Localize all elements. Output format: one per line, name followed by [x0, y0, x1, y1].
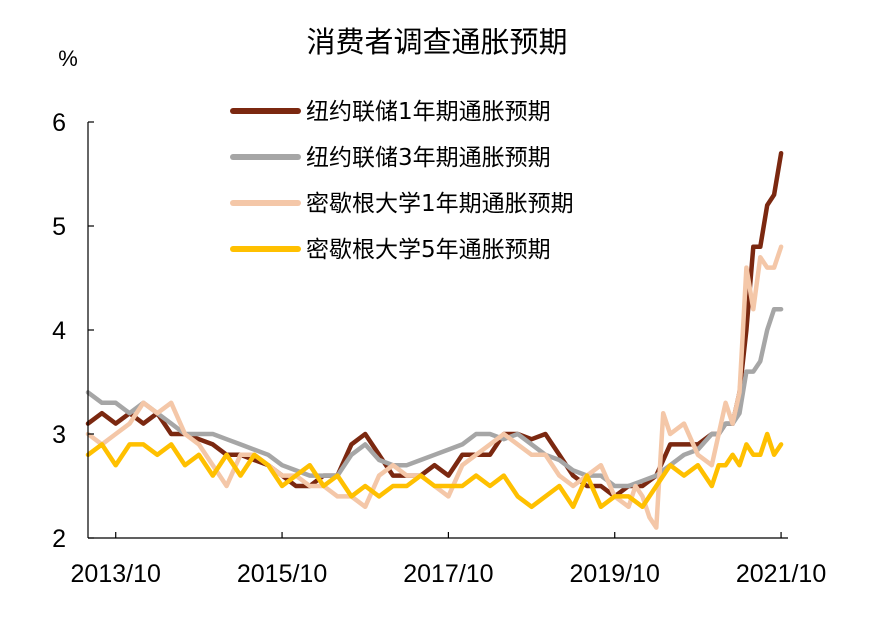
legend-item-ny_fed_1y: 纽约联储1年期通胀预期 — [230, 99, 551, 125]
x-tick-label: 2019/10 — [570, 560, 660, 588]
series-line-umich_1y — [85, 244, 784, 530]
series-line-umich_5y — [85, 431, 784, 510]
legend-label: 密歇根大学1年期通胀预期 — [306, 191, 574, 217]
legend-label: 纽约联储1年期通胀预期 — [306, 99, 551, 125]
y-axis-unit-label: % — [58, 46, 78, 71]
x-tick-label: 2021/10 — [736, 560, 826, 588]
series-layer — [85, 150, 784, 530]
legend-item-ny_fed_3y: 纽约联储3年期通胀预期 — [230, 145, 551, 171]
legend-item-umich_5y: 密歇根大学5年通胀预期 — [230, 237, 551, 263]
y-tick-label: 5 — [52, 213, 66, 241]
legend-label: 纽约联储3年期通胀预期 — [306, 145, 551, 171]
legend: 纽约联储1年期通胀预期纽约联储3年期通胀预期密歇根大学1年期通胀预期密歇根大学5… — [230, 99, 574, 263]
y-tick-label: 4 — [52, 317, 66, 345]
y-tick-label: 6 — [52, 109, 66, 137]
chart-title: 消费者调查通胀预期 — [306, 25, 567, 59]
x-tick-label: 2013/10 — [71, 560, 161, 588]
legend-label: 密歇根大学5年通胀预期 — [306, 237, 551, 263]
legend-item-umich_1y: 密歇根大学1年期通胀预期 — [230, 191, 574, 217]
x-tick-label: 2015/10 — [237, 560, 327, 588]
y-tick-label: 2 — [52, 525, 66, 553]
axes: 2 3 4 5 6 2013/10 2015/10 2017/10 2019/10 2021/10 — [52, 109, 826, 588]
x-tick-label: 2017/10 — [403, 560, 493, 588]
y-tick-label: 3 — [52, 421, 66, 449]
